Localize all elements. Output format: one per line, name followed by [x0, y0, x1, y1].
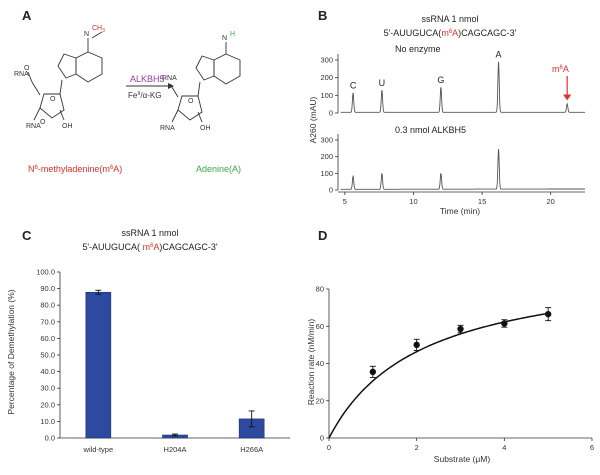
category-label-wild-type: wild-type [83, 445, 114, 454]
panel-c-y-tick-label: 80.0 [40, 301, 55, 310]
data-point [457, 325, 464, 333]
panel-b-y-tick-label: 100 [320, 91, 333, 100]
panel-b-peak-labels: C U G A [350, 50, 502, 91]
panel-d-y-tick-label: 20 [316, 396, 324, 405]
panel-b-y-tick-label: 300 [320, 56, 333, 65]
panel-d-xlabel: Substrate (μM) [434, 454, 491, 464]
panel-b-traces [340, 61, 585, 190]
panel-a-scheme: N CH3 O O RNA RNA O OH ALKBH5 FeII/α-KG … [14, 25, 241, 174]
panel-d-x-tick-label: 2 [415, 443, 419, 452]
adenine-structure [169, 42, 241, 123]
peak-label-C: C [350, 81, 357, 91]
panel-b-bottom-title: 0.3 nmol ALKBH5 [395, 125, 466, 135]
panel-b-ylabel: A260 (mAU) [308, 96, 318, 143]
panel-c-bars: wild-type H204A H266A [83, 289, 265, 454]
panel-d-x-tick-label: 0 [327, 443, 331, 452]
peak-label-G: G [437, 75, 444, 85]
panel-b-x-tick-label: 20 [547, 197, 555, 206]
m6a-peak-label: m6A [552, 64, 569, 74]
panel-d-letter: D [318, 228, 328, 243]
data-point [413, 341, 420, 349]
panel-c-header-2: 5'-AUUGUCA( m6A)CAGCAGC-3' [82, 242, 218, 252]
panel-d-axes: 0 20 40 60 80 0 2 4 6 [316, 285, 594, 453]
panel-c-y-tick-label: 100.0 [36, 268, 55, 277]
rna-3-label: RNA [26, 123, 41, 130]
panel-b-axes: 0 100 200 300 0 100 200 300 5 10 15 20 [320, 54, 585, 206]
panel-c-y-tick-label: 40.0 [40, 367, 55, 376]
panel-b-x-tick-label: 15 [478, 197, 486, 206]
panel-b-header-1: ssRNA 1 nmol [421, 14, 478, 24]
bar-wild-type [85, 291, 112, 439]
adenine-nitrogen-label: N [222, 35, 227, 42]
m6a-structure [27, 31, 103, 121]
data-point [544, 310, 552, 318]
panel-c-y-tick-label: 30.0 [40, 384, 55, 393]
rna-5-label: RNA [14, 71, 29, 78]
panel-c-y-tick-label: 60.0 [40, 334, 55, 343]
adenine-rna-3-label: RNA [160, 125, 175, 132]
panel-d-points [369, 307, 552, 378]
n6-nitrogen-label: N [84, 31, 89, 38]
panel-d-y-tick-label: 80 [316, 285, 324, 294]
panel-b-header-2: 5'-AUUGUCA(m6A)CAGCAGC-3' [384, 28, 517, 38]
ribose-oh-label: OH [62, 123, 73, 130]
panel-d-y-tick-label: 40 [316, 359, 324, 368]
data-point [369, 368, 377, 376]
panel-d-x-tick-label: 6 [590, 443, 594, 452]
panel-b-y-tick-label: 200 [320, 73, 333, 82]
panel-b-y-tick-label: 0 [329, 109, 333, 118]
data-point [501, 320, 508, 327]
substrate-name: N6-methyladenine(m6A) [28, 164, 122, 174]
panel-c-y-tick-label: 50.0 [40, 351, 55, 360]
m6a-atom-labels: N CH3 O O RNA RNA O OH [14, 25, 105, 130]
panel-d-kinetics-chart: Reaction rate (nM/min) Substrate (μM) 0 2… [306, 285, 594, 465]
panel-d-x-tick-label: 4 [502, 443, 506, 452]
panel-c-y-tick-label: 0.0 [45, 434, 55, 443]
panel-c-bar-chart: ssRNA 1 nmol 5'-AUUGUCA( m6A)CAGCAGC-3' … [6, 228, 290, 454]
product-name: Adenine(A) [196, 164, 241, 174]
panel-c-y-tick-label: 70.0 [40, 317, 55, 326]
panel-b-top-title: No enzyme [395, 44, 441, 54]
panel-c-y-tick-label: 90.0 [40, 284, 55, 293]
ribose-5-oxygen: O [24, 65, 30, 72]
ring-oxygen-label: O [50, 96, 56, 103]
panel-c-ylabel: Percentage of Demethylation (%) [6, 289, 16, 414]
panel-b-y-tick-label: 300 [320, 136, 333, 145]
trace-1 [340, 149, 585, 190]
adenine-hydrogen-label: H [230, 31, 235, 38]
adenine-oh-label: OH [200, 125, 211, 132]
panel-a-letter: A [22, 8, 32, 23]
adenine-rna-5-label: RNA [162, 75, 177, 82]
panel-b-xlabel: Time (min) [440, 206, 480, 216]
adenine-ring-oxygen: O [188, 98, 194, 105]
trace-0 [340, 61, 585, 113]
panel-b-y-tick-label: 100 [320, 169, 333, 178]
panel-d-y-tick-label: 60 [316, 322, 324, 331]
panel-c-header-1: ssRNA 1 nmol [121, 228, 178, 238]
panel-b-x-tick-label: 5 [343, 197, 347, 206]
panel-d-ylabel: Reaction rate (nM/min) [306, 319, 316, 406]
adenine-atom-labels: N H O RNA RNA OH [160, 31, 235, 132]
panel-b-x-tick-label: 10 [409, 197, 417, 206]
panel-c-y-tick-label: 10.0 [40, 417, 55, 426]
panel-b-letter: B [318, 8, 328, 23]
cofactor-label: FeII/α-KG [128, 91, 161, 100]
panel-b-y-tick-label: 0 [329, 186, 333, 195]
methyl-label: CH3 [92, 25, 105, 34]
category-label-H266A: H266A [240, 445, 263, 454]
panel-c-y-tick-label: 20.0 [40, 400, 55, 409]
peak-label-U: U [379, 78, 386, 88]
panel-c-letter: C [22, 228, 32, 243]
ribose-3-oxygen: O [40, 119, 46, 126]
michaelis-menten-fit-curve [328, 312, 549, 439]
m6a-arrow: m6A [552, 64, 572, 101]
panel-b-chromatogram: ssRNA 1 nmol 5'-AUUGUCA(m6A)CAGCAGC-3' N… [308, 14, 585, 216]
panel-d-y-tick-label: 0 [320, 434, 324, 443]
category-label-H204A: H204A [164, 445, 187, 454]
peak-label-A: A [496, 50, 502, 60]
panel-b-y-tick-label: 200 [320, 152, 333, 161]
enzyme-label: ALKBH5 [130, 74, 165, 84]
